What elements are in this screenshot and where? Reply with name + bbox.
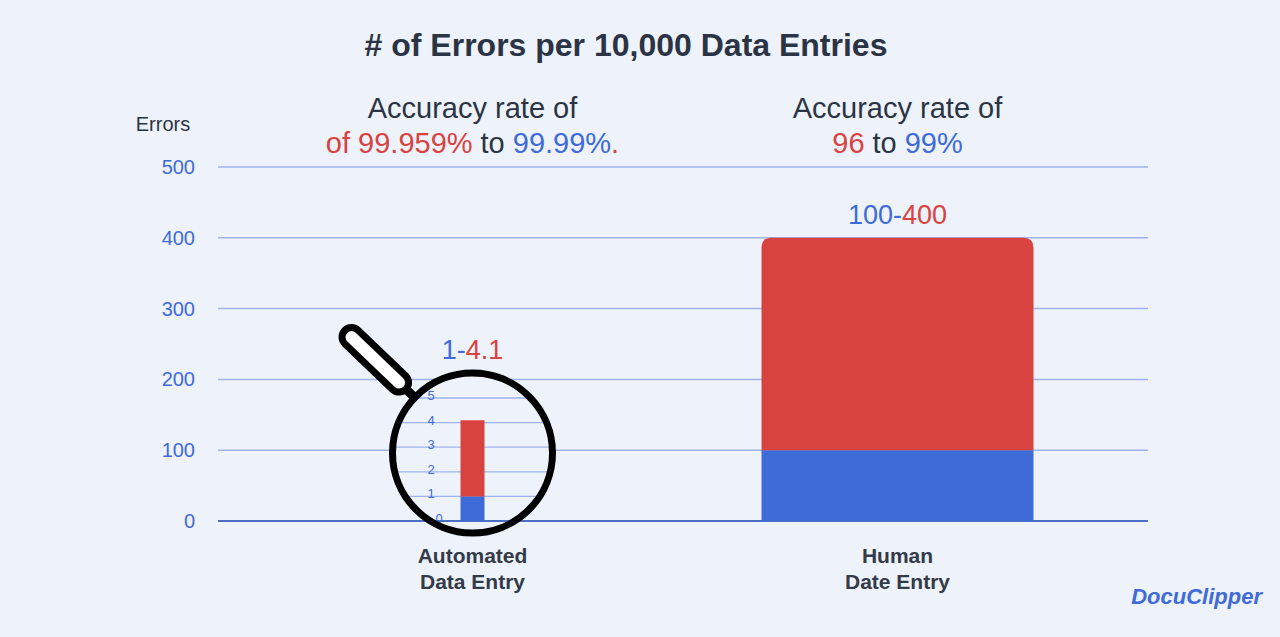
- annotation-joiner: to: [481, 127, 505, 159]
- range-label-part: 100: [848, 200, 893, 230]
- annotation-from: 96: [832, 127, 864, 159]
- range-label-part: 4.1: [466, 335, 504, 365]
- annotation-to: 99%: [905, 127, 963, 159]
- bars: [762, 238, 1034, 521]
- title: # of Errors per 10,000 Data Entries: [365, 27, 888, 63]
- tick-label: 400: [162, 227, 195, 249]
- zoom-bars: [461, 420, 485, 521]
- annotation-heading: Accuracy rate of: [793, 92, 1003, 124]
- tick-label: 100: [162, 439, 195, 461]
- tick-label: 300: [162, 298, 195, 320]
- category-label: Human Date Entry: [845, 544, 950, 593]
- annotation-range: of 99.959%to99.99%.: [326, 127, 619, 159]
- range-label-part: -: [893, 200, 902, 230]
- zoom-tick-label: 3: [428, 437, 435, 452]
- bar-segment: [762, 450, 1034, 521]
- category-label-line: Data Entry: [420, 570, 525, 593]
- brand: DocuClipper: [1131, 584, 1263, 609]
- range-label-part: -: [457, 335, 466, 365]
- magnifier-handle-inner: [352, 337, 400, 383]
- annotation-from: of 99.959%: [326, 127, 473, 159]
- range-label: 100-400: [848, 200, 947, 230]
- annotation-heading: Accuracy rate of: [368, 92, 578, 124]
- magnifier-ring: [393, 373, 553, 533]
- grid-line: [218, 166, 1148, 168]
- range-label-part: 400: [902, 200, 947, 230]
- tick-label: 500: [162, 156, 195, 178]
- tick-label: 0: [184, 510, 195, 532]
- zoom-background: [393, 373, 553, 533]
- category-label: Automated Data Entry: [418, 544, 528, 593]
- bar-segment: [461, 496, 485, 521]
- zoom-tick-label: 2: [428, 462, 435, 477]
- range-label-part: 1: [442, 335, 457, 365]
- annotation-to: 99.99%: [513, 127, 611, 159]
- category-label-line: Date Entry: [845, 570, 950, 593]
- chart: # of Errors per 10,000 Data Entries Error…: [0, 0, 1280, 637]
- range-label: 1-4.1: [442, 335, 504, 365]
- annotation-end: .: [611, 127, 619, 159]
- magnifier-handle: [352, 337, 400, 383]
- background: [0, 0, 1280, 637]
- zoom-area: [393, 373, 553, 533]
- zoom-tick-label: 4: [428, 413, 435, 428]
- category-label-line: Human: [862, 544, 933, 567]
- tick-label: 200: [162, 368, 195, 390]
- bar-segment: [461, 420, 485, 496]
- y-axis-label: Errors: [136, 113, 190, 135]
- category-label-line: Automated: [418, 544, 528, 567]
- bar-segment: [762, 238, 1034, 450]
- annotation-joiner: to: [873, 127, 897, 159]
- zoom-tick-label: 1: [428, 486, 435, 501]
- annotation-range: 96 to99%: [832, 127, 963, 159]
